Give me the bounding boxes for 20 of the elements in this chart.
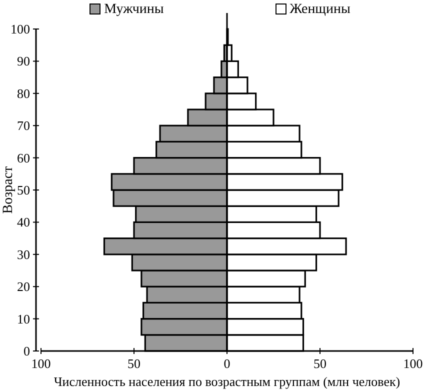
- y-axis-title: Возраст: [1, 166, 16, 214]
- x-axis-title: Численность населения по возрастным группам (млн человек): [54, 374, 400, 389]
- y-tick-label: 70: [17, 118, 30, 134]
- y-tick-label: 40: [17, 214, 30, 230]
- y-tick-label: 80: [17, 86, 30, 101]
- y-tick-label: 10: [17, 311, 30, 326]
- x-tick-label: 100: [31, 356, 51, 371]
- y-tick-label: 0: [24, 344, 30, 358]
- legend-label: Женщины: [290, 2, 351, 17]
- x-tick-label: 0: [224, 356, 230, 371]
- y-tick-label: 50: [17, 182, 30, 198]
- y-tick-label: 100: [10, 22, 30, 36]
- y-tick-label: 90: [17, 54, 30, 69]
- y-tick-label: 60: [17, 150, 30, 166]
- x-tick-label: 50: [314, 356, 326, 371]
- y-tick-label: 30: [17, 246, 30, 262]
- y-tick-label: 20: [17, 279, 30, 294]
- legend-label: Мужчины: [104, 2, 164, 17]
- x-tick-label: 100: [403, 356, 423, 371]
- x-tick-label: 50: [128, 356, 140, 371]
